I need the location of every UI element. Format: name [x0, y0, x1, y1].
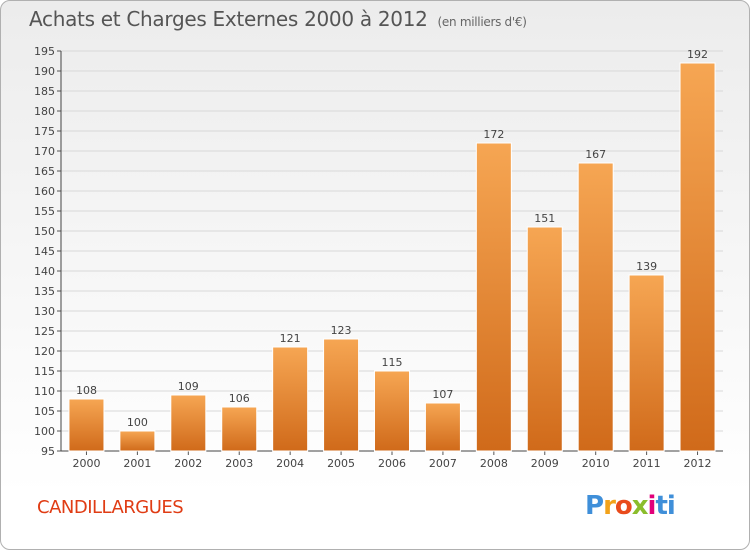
bar-2004	[272, 346, 309, 452]
data-label: 121	[280, 332, 301, 345]
data-label: 123	[331, 324, 352, 337]
bar-2011	[628, 274, 665, 452]
bar-2008	[475, 142, 512, 452]
y-tick-label: 160	[34, 185, 55, 198]
bar-2010	[577, 162, 614, 452]
bar-2007	[424, 402, 461, 452]
commune-name: CANDILLARGUES	[37, 497, 184, 518]
y-tick-label: 140	[34, 265, 55, 278]
y-tick-label: 155	[34, 205, 55, 218]
chart-title: Achats et Charges Externes 2000 à 2012 (e…	[29, 7, 527, 31]
y-tick-label: 115	[34, 365, 55, 378]
y-tick-label: 180	[34, 105, 55, 118]
y-tick-label: 150	[34, 225, 55, 238]
logo-letter: i	[666, 491, 676, 521]
x-tick-label: 2010	[582, 457, 610, 470]
logo-letter: i	[647, 491, 657, 521]
data-label: 115	[382, 356, 403, 369]
unit-label: (en milliers d'€)	[437, 15, 527, 29]
y-tick-label: 190	[34, 65, 55, 78]
x-tick-label: 2007	[429, 457, 457, 470]
y-tick-label: 120	[34, 345, 55, 358]
data-label: 172	[483, 128, 504, 141]
y-tick-label: 175	[34, 125, 55, 138]
data-label: 192	[687, 48, 708, 61]
logo-letter: t	[655, 491, 667, 521]
data-label: 167	[585, 148, 606, 161]
x-tick-label: 2002	[174, 457, 202, 470]
x-tick-label: 2004	[276, 457, 304, 470]
logo-letter: x	[631, 491, 649, 521]
bars	[68, 62, 716, 452]
x-tick-label: 2001	[123, 457, 151, 470]
proxiti-logo: Proxiti	[585, 491, 676, 521]
y-tick-label: 185	[34, 85, 55, 98]
data-label: 106	[229, 392, 250, 405]
y-tick-label: 135	[34, 285, 55, 298]
y-tick-label: 95	[41, 445, 55, 458]
bar-2003	[221, 406, 258, 452]
data-label: 100	[127, 416, 148, 429]
data-label: 107	[432, 388, 453, 401]
y-tick-label: 105	[34, 405, 55, 418]
y-tick-label: 195	[34, 45, 55, 58]
bar-2005	[323, 338, 360, 452]
x-tick-label: 2009	[531, 457, 559, 470]
x-tick-label: 2000	[72, 457, 100, 470]
x-tick-label: 2006	[378, 457, 406, 470]
bar-2002	[170, 394, 207, 452]
bar-2012	[679, 62, 716, 452]
y-tick-label: 130	[34, 305, 55, 318]
tick-labels: 95 100 105 110 115 120 125 130 135 140 145 150 155 16…	[34, 45, 712, 470]
y-tick-label: 110	[34, 385, 55, 398]
y-tick-label: 165	[34, 165, 55, 178]
y-tick-label: 170	[34, 145, 55, 158]
y-tick-label: 100	[34, 425, 55, 438]
data-label: 139	[636, 260, 657, 273]
x-tick-label: 2012	[684, 457, 712, 470]
title-text: Achats et Charges Externes 2000 à 2012	[29, 7, 428, 31]
data-label: 151	[534, 212, 555, 225]
x-tick-label: 2005	[327, 457, 355, 470]
logo-letter: r	[603, 491, 616, 521]
bar-2000	[68, 398, 105, 452]
x-tick-label: 2003	[225, 457, 253, 470]
bar-2009	[526, 226, 563, 452]
y-tick-label: 145	[34, 245, 55, 258]
bar-2001	[119, 430, 156, 452]
data-labels: 108 100 109 106 121 123 115 107 172 151 167 139 192	[76, 48, 708, 429]
logo-letter: P	[585, 491, 604, 521]
logo-letter: o	[614, 491, 633, 521]
bar-2006	[374, 370, 410, 452]
x-tick-label: 2008	[480, 457, 508, 470]
x-tick-label: 2011	[633, 457, 661, 470]
data-label: 109	[178, 380, 199, 393]
data-label: 108	[76, 384, 97, 397]
y-tick-label: 125	[34, 325, 55, 338]
